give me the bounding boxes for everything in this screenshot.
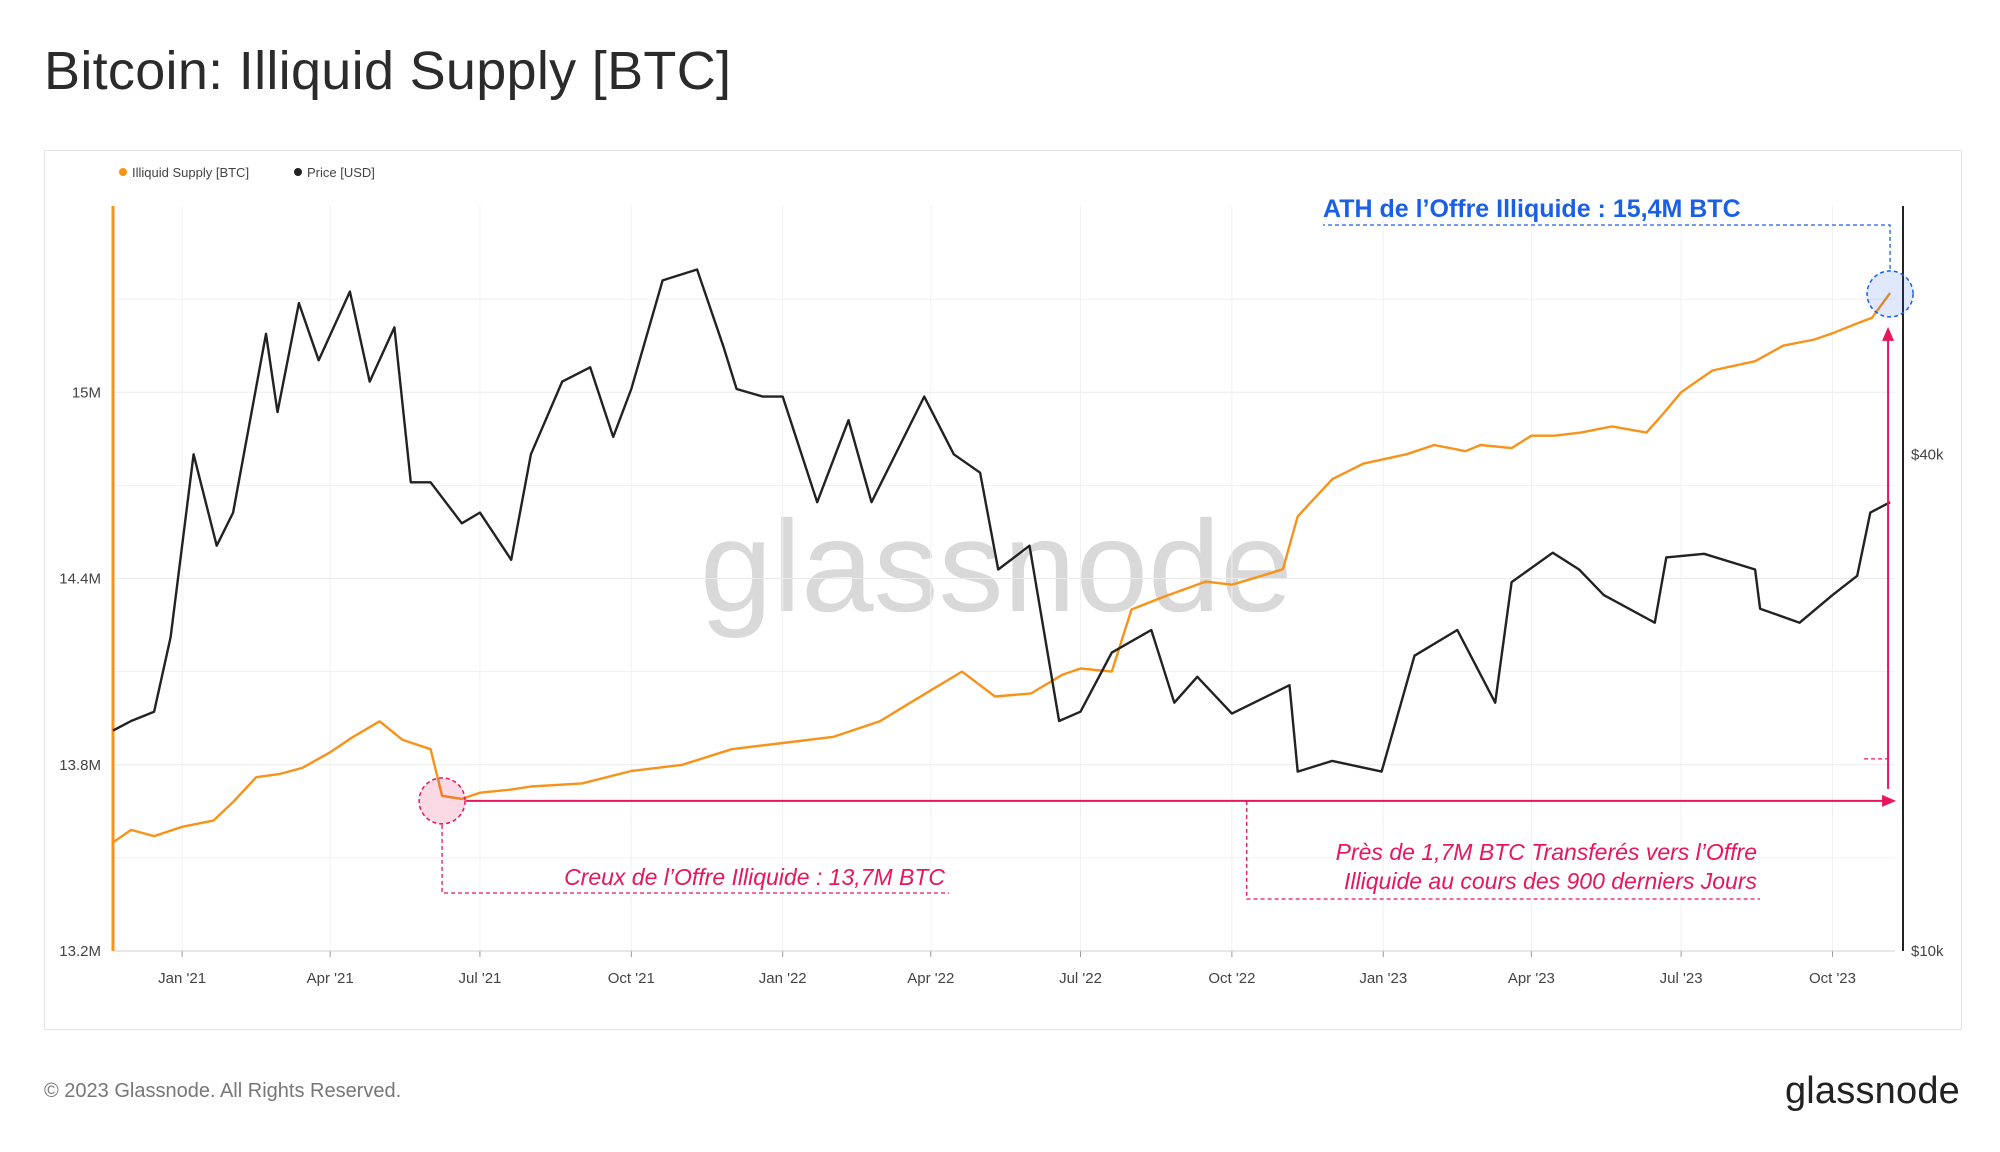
x-tick-label: Jan '23: [1359, 970, 1407, 987]
chart-svg: glassnode 13.2M13.8M14.4M15M$10k$40kJan …: [59, 165, 1944, 987]
y-left-tick-label: 14.4M: [59, 571, 101, 588]
low-leader-line: [441, 824, 949, 894]
y-left-tick-label: 13.2M: [59, 943, 101, 960]
ath-annotation: ATH de l’Offre Illiquide : 15,4M BTC: [1323, 195, 1741, 223]
legend-label: Price [USD]: [307, 165, 375, 180]
legend: Illiquid Supply [BTC] Price [USD]: [119, 165, 375, 180]
x-tick-label: Apr '21: [307, 970, 354, 987]
page-title: Bitcoin: Illiquid Supply [BTC]: [44, 41, 732, 101]
y-right-tick-label: $40k: [1911, 446, 1944, 463]
series-layer: [112, 268, 1892, 844]
annotation-layer: ATH de l’Offre Illiquide : 15,4M BTC Creu…: [418, 195, 1914, 900]
x-tick-label: Oct '21: [608, 970, 655, 987]
ath-leader-line: [1323, 224, 1891, 269]
glassnode-logo: glassnode: [1784, 1070, 1960, 1112]
low-highlight-circle: [418, 777, 466, 825]
transfer-horizontal-arrowhead: [1882, 794, 1897, 807]
low-annotation: Creux de l’Offre Illiquide : 13,7M BTC: [564, 864, 945, 890]
x-tick-label: Jul '22: [1059, 970, 1102, 987]
chart-frame: glassnode 13.2M 13.8M 14.4M 15M $10k $40k Jan …: [44, 150, 1962, 1030]
x-tick-label: Jan '21: [158, 970, 206, 987]
y-right-tick-label: $10k: [1911, 943, 1944, 960]
x-tick-label: Oct '23: [1809, 970, 1856, 987]
transfer-vertical-arrowhead: [1882, 326, 1895, 341]
x-tick-label: Jul '23: [1660, 970, 1703, 987]
grid-layer: [113, 206, 1895, 952]
x-tick-label: Jan '22: [759, 970, 807, 987]
legend-marker: [294, 168, 302, 176]
ath-highlight-circle: [1866, 270, 1914, 318]
axis-layer: 13.2M 13.8M 14.4M 15M $10k $40k Jan '21 Apr '21…: [59, 206, 1944, 987]
y-left-tick-label: 13.8M: [59, 757, 101, 774]
transfer-leader-line: [1246, 800, 1760, 900]
x-tick-label: Apr '22: [907, 970, 954, 987]
x-tick-label: Apr '23: [1508, 970, 1555, 987]
x-tick-label: Jul '21: [458, 970, 501, 987]
series-line-price: [112, 268, 1891, 773]
x-tick-label: Oct '22: [1208, 970, 1255, 987]
legend-label: Illiquid Supply [BTC]: [132, 165, 249, 180]
series-line-illiquid-supply: [112, 292, 1892, 844]
transfer-annotation-line-1: Près de 1,7M BTC Transferés vers l’Offre: [1336, 839, 1757, 865]
y-left-tick-label: 15M: [72, 384, 101, 401]
legend-marker: [119, 168, 127, 176]
copyright-text: © 2023 Glassnode. All Rights Reserved.: [44, 1080, 402, 1102]
transfer-annotation-line-2: Illiquide au cours des 900 derniers Jour…: [1344, 868, 1757, 894]
